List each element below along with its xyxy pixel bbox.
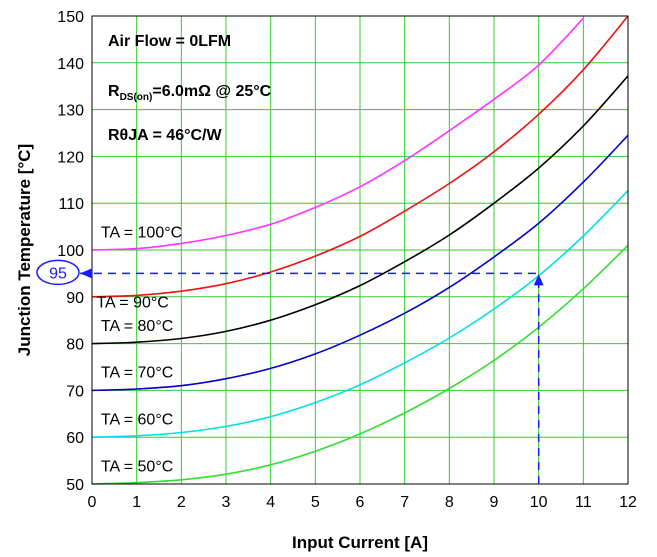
x-tick-label: 7 — [400, 494, 409, 511]
series-label: TA = 80°C — [101, 318, 173, 335]
x-tick-label: 5 — [311, 494, 320, 511]
annotation-rds-rest: =6.0mΩ @ 25°C — [152, 83, 271, 100]
arrow-up-icon — [533, 274, 544, 286]
y-tick-label: 130 — [57, 103, 84, 120]
series-line — [91, 17, 584, 251]
y-tick-label: 120 — [57, 149, 84, 166]
y-tick-label: 110 — [58, 196, 84, 213]
annotation-r-theta-ja: RθJA = 46°C/W — [108, 127, 222, 144]
series-labels: TA = 100°C TA = 90°C TA = 80°C TA = 70°C TA … — [96, 224, 182, 475]
callout-ellipse — [36, 259, 80, 286]
x-tick-label: 11 — [575, 494, 592, 511]
y-tick-labels: 50 60 70 80 90 100 110 120 130 140 150 — [57, 9, 84, 494]
series-label: TA = 50°C — [101, 458, 173, 475]
callout-value: 95 — [49, 265, 67, 282]
y-tick-label: 90 — [66, 290, 84, 307]
series-label: TA = 70°C — [101, 365, 173, 382]
y-tick-label: 50 — [66, 477, 84, 494]
x-tick-label: 0 — [88, 494, 97, 511]
series-label: TA = 90°C — [96, 294, 168, 311]
series-line — [91, 134, 629, 392]
callout-95: 95 — [36, 259, 544, 484]
series-label: TA = 60°C — [101, 411, 173, 428]
x-tick-label: 3 — [222, 494, 231, 511]
y-tick-label: 60 — [66, 430, 84, 447]
annotation-rds-on: RDS(on)=6.0mΩ @ 25°C — [108, 83, 272, 103]
plot-frame — [91, 15, 629, 485]
series-label: TA = 100°C — [101, 224, 182, 241]
y-tick-label: 150 — [57, 9, 84, 26]
x-axis-title: Input Current [A] — [292, 533, 428, 552]
x-tick-label: 8 — [445, 494, 454, 511]
x-tick-label: 6 — [356, 494, 365, 511]
arrow-left-icon — [80, 268, 92, 279]
x-tick-label: 10 — [530, 494, 548, 511]
annotation-rds-main: R — [108, 83, 120, 100]
x-tick-label: 9 — [490, 494, 499, 511]
x-tick-label: 2 — [177, 494, 186, 511]
y-tick-label: 100 — [57, 243, 84, 260]
x-tick-labels: 0 1 2 3 4 5 6 7 8 9 10 11 12 — [88, 494, 637, 511]
annotation-air-flow: Air Flow = 0LFM — [108, 33, 231, 50]
x-tick-label: 1 — [132, 494, 141, 511]
y-axis-title: Junction Temperature [°C] — [15, 144, 34, 356]
y-tick-label: 70 — [66, 383, 84, 400]
x-tick-label: 4 — [266, 494, 275, 511]
series-line — [91, 75, 629, 345]
x-tick-label: 12 — [619, 494, 637, 511]
annotation-rds-sub: DS(on) — [120, 92, 153, 103]
y-tick-label: 140 — [57, 56, 84, 73]
series-line — [91, 15, 629, 298]
y-tick-label: 80 — [66, 337, 84, 354]
